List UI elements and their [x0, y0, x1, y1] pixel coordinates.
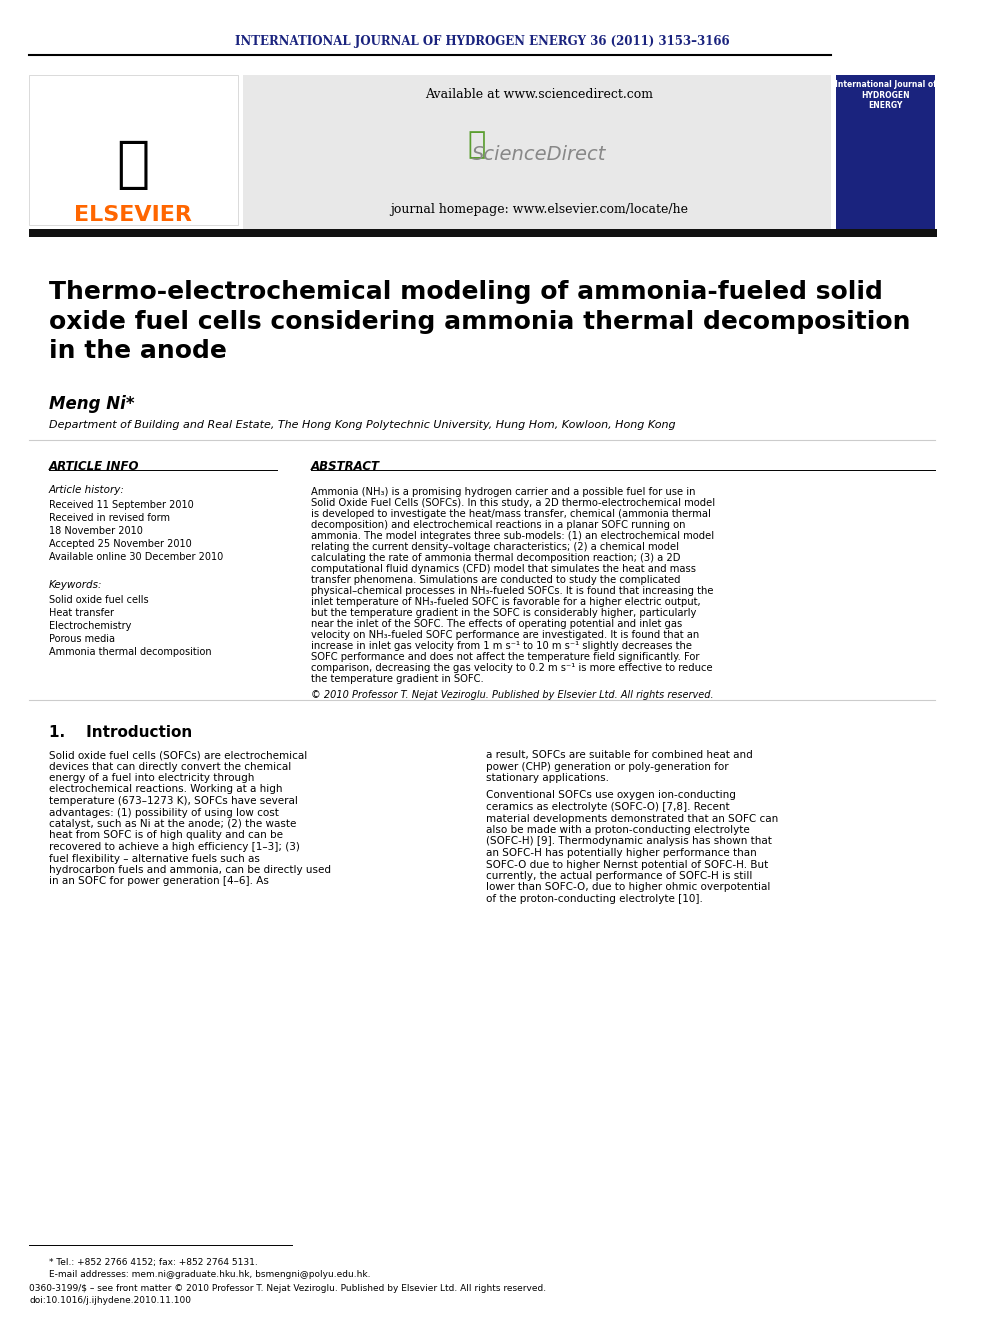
FancyBboxPatch shape	[29, 75, 238, 225]
Text: catalyst, such as Ni at the anode; (2) the waste: catalyst, such as Ni at the anode; (2) t…	[49, 819, 296, 830]
Text: is developed to investigate the heat/mass transfer, chemical (ammonia thermal: is developed to investigate the heat/mas…	[310, 509, 711, 519]
Text: 1.    Introduction: 1. Introduction	[49, 725, 191, 740]
Text: comparison, decreasing the gas velocity to 0.2 m s⁻¹ is more effective to reduce: comparison, decreasing the gas velocity …	[310, 663, 712, 673]
Text: the temperature gradient in SOFC.: the temperature gradient in SOFC.	[310, 673, 484, 684]
Text: lower than SOFC-O, due to higher ohmic overpotential: lower than SOFC-O, due to higher ohmic o…	[486, 882, 770, 893]
Text: Ammonia (NH₃) is a promising hydrogen carrier and a possible fuel for use in: Ammonia (NH₃) is a promising hydrogen ca…	[310, 487, 695, 497]
Text: near the inlet of the SOFC. The effects of operating potential and inlet gas: near the inlet of the SOFC. The effects …	[310, 619, 682, 628]
Text: Solid oxide fuel cells: Solid oxide fuel cells	[49, 595, 148, 605]
Text: * Tel.: +852 2766 4152; fax: +852 2764 5131.: * Tel.: +852 2766 4152; fax: +852 2764 5…	[49, 1258, 257, 1267]
Text: relating the current density–voltage characteristics; (2) a chemical model: relating the current density–voltage cha…	[310, 542, 679, 552]
Text: doi:10.1016/j.ijhydene.2010.11.100: doi:10.1016/j.ijhydene.2010.11.100	[29, 1297, 191, 1304]
Text: Electrochemistry: Electrochemistry	[49, 620, 131, 631]
Text: Porous media: Porous media	[49, 634, 115, 644]
Text: ceramics as electrolyte (SOFC-O) [7,8]. Recent: ceramics as electrolyte (SOFC-O) [7,8]. …	[486, 802, 729, 812]
Text: ABSTRACT: ABSTRACT	[310, 460, 380, 474]
Text: recovered to achieve a high efficiency [1–3]; (3): recovered to achieve a high efficiency […	[49, 841, 300, 852]
Text: 🌿: 🌿	[467, 131, 485, 160]
Text: journal homepage: www.elsevier.com/locate/he: journal homepage: www.elsevier.com/locat…	[391, 204, 688, 217]
Text: physical–chemical processes in NH₃-fueled SOFCs. It is found that increasing the: physical–chemical processes in NH₃-fuele…	[310, 586, 713, 595]
Text: also be made with a proton-conducting electrolyte: also be made with a proton-conducting el…	[486, 826, 750, 835]
Text: currently, the actual performance of SOFC-H is still: currently, the actual performance of SOF…	[486, 871, 752, 881]
Text: of the proton-conducting electrolyte [10].: of the proton-conducting electrolyte [10…	[486, 894, 702, 904]
Text: inlet temperature of NH₃-fueled SOFC is favorable for a higher electric output,: inlet temperature of NH₃-fueled SOFC is …	[310, 597, 700, 607]
Text: Keywords:: Keywords:	[49, 579, 102, 590]
Text: Received 11 September 2010: Received 11 September 2010	[49, 500, 193, 509]
Text: © 2010 Professor T. Nejat Veziroglu. Published by Elsevier Ltd. All rights reser: © 2010 Professor T. Nejat Veziroglu. Pub…	[310, 691, 713, 700]
Text: energy of a fuel into electricity through: energy of a fuel into electricity throug…	[49, 773, 254, 783]
Text: 0360-3199/$ – see front matter © 2010 Professor T. Nejat Veziroglu. Published by: 0360-3199/$ – see front matter © 2010 Pr…	[29, 1285, 547, 1293]
Text: decomposition) and electrochemical reactions in a planar SOFC running on: decomposition) and electrochemical react…	[310, 520, 685, 531]
Text: power (CHP) generation or poly-generation for: power (CHP) generation or poly-generatio…	[486, 762, 728, 771]
Text: Thermo-electrochemical modeling of ammonia-fueled solid
oxide fuel cells conside: Thermo-electrochemical modeling of ammon…	[49, 280, 910, 364]
Text: E-mail addresses: mem.ni@graduate.hku.hk, bsmengni@polyu.edu.hk.: E-mail addresses: mem.ni@graduate.hku.hk…	[49, 1270, 370, 1279]
FancyBboxPatch shape	[29, 229, 936, 237]
Text: SOFC performance and does not affect the temperature field significantly. For: SOFC performance and does not affect the…	[310, 652, 699, 662]
Text: material developments demonstrated that an SOFC can: material developments demonstrated that …	[486, 814, 778, 823]
Text: in an SOFC for power generation [4–6]. As: in an SOFC for power generation [4–6]. A…	[49, 877, 269, 886]
Text: a result, SOFCs are suitable for combined heat and: a result, SOFCs are suitable for combine…	[486, 750, 753, 759]
Text: but the temperature gradient in the SOFC is considerably higher, particularly: but the temperature gradient in the SOFC…	[310, 609, 696, 618]
Text: Available online 30 December 2010: Available online 30 December 2010	[49, 552, 223, 562]
Text: ScienceDirect: ScienceDirect	[472, 146, 606, 164]
Text: an SOFC-H has potentially higher performance than: an SOFC-H has potentially higher perform…	[486, 848, 757, 859]
Text: Solid oxide fuel cells (SOFCs) are electrochemical: Solid oxide fuel cells (SOFCs) are elect…	[49, 750, 307, 759]
Text: Solid Oxide Fuel Cells (SOFCs). In this study, a 2D thermo-electrochemical model: Solid Oxide Fuel Cells (SOFCs). In this …	[310, 497, 715, 508]
Text: computational fluid dynamics (CFD) model that simulates the heat and mass: computational fluid dynamics (CFD) model…	[310, 564, 696, 574]
Text: Conventional SOFCs use oxygen ion-conducting: Conventional SOFCs use oxygen ion-conduc…	[486, 791, 736, 800]
Text: hydrocarbon fuels and ammonia, can be directly used: hydrocarbon fuels and ammonia, can be di…	[49, 865, 330, 875]
Text: International Journal of
HYDROGEN
ENERGY: International Journal of HYDROGEN ENERGY	[834, 81, 936, 110]
Text: 🌳: 🌳	[116, 138, 150, 192]
Text: fuel flexibility – alternative fuels such as: fuel flexibility – alternative fuels suc…	[49, 853, 260, 864]
Text: Meng Ni*: Meng Ni*	[49, 396, 134, 413]
Text: temperature (673–1273 K), SOFCs have several: temperature (673–1273 K), SOFCs have sev…	[49, 796, 298, 806]
Text: Available at www.sciencedirect.com: Available at www.sciencedirect.com	[426, 89, 654, 102]
Text: transfer phenomena. Simulations are conducted to study the complicated: transfer phenomena. Simulations are cond…	[310, 576, 681, 585]
Text: devices that can directly convert the chemical: devices that can directly convert the ch…	[49, 762, 291, 771]
Text: ELSEVIER: ELSEVIER	[74, 205, 192, 225]
FancyBboxPatch shape	[836, 75, 934, 230]
Text: INTERNATIONAL JOURNAL OF HYDROGEN ENERGY 36 (2011) 3153–3166: INTERNATIONAL JOURNAL OF HYDROGEN ENERGY…	[235, 36, 729, 49]
Text: ammonia. The model integrates three sub-models: (1) an electrochemical model: ammonia. The model integrates three sub-…	[310, 531, 714, 541]
Text: calculating the rate of ammonia thermal decomposition reaction; (3) a 2D: calculating the rate of ammonia thermal …	[310, 553, 681, 564]
Text: advantages: (1) possibility of using low cost: advantages: (1) possibility of using low…	[49, 807, 279, 818]
Text: stationary applications.: stationary applications.	[486, 773, 609, 783]
Text: Accepted 25 November 2010: Accepted 25 November 2010	[49, 538, 191, 549]
Text: electrochemical reactions. Working at a high: electrochemical reactions. Working at a …	[49, 785, 282, 795]
Text: increase in inlet gas velocity from 1 m s⁻¹ to 10 m s⁻¹ slightly decreases the: increase in inlet gas velocity from 1 m …	[310, 642, 692, 651]
Text: 18 November 2010: 18 November 2010	[49, 527, 143, 536]
Text: Ammonia thermal decomposition: Ammonia thermal decomposition	[49, 647, 211, 658]
Text: Received in revised form: Received in revised form	[49, 513, 170, 523]
Text: Heat transfer: Heat transfer	[49, 609, 114, 618]
Text: (SOFC-H) [9]. Thermodynamic analysis has shown that: (SOFC-H) [9]. Thermodynamic analysis has…	[486, 836, 772, 847]
Text: Article history:: Article history:	[49, 486, 124, 495]
Text: SOFC-O due to higher Nernst potential of SOFC-H. But: SOFC-O due to higher Nernst potential of…	[486, 860, 768, 869]
Text: heat from SOFC is of high quality and can be: heat from SOFC is of high quality and ca…	[49, 831, 283, 840]
FancyBboxPatch shape	[243, 75, 831, 230]
Text: ARTICLE INFO: ARTICLE INFO	[49, 460, 139, 474]
Text: velocity on NH₃-fueled SOFC performance are investigated. It is found that an: velocity on NH₃-fueled SOFC performance …	[310, 630, 699, 640]
Text: Department of Building and Real Estate, The Hong Kong Polytechnic University, Hu: Department of Building and Real Estate, …	[49, 419, 676, 430]
